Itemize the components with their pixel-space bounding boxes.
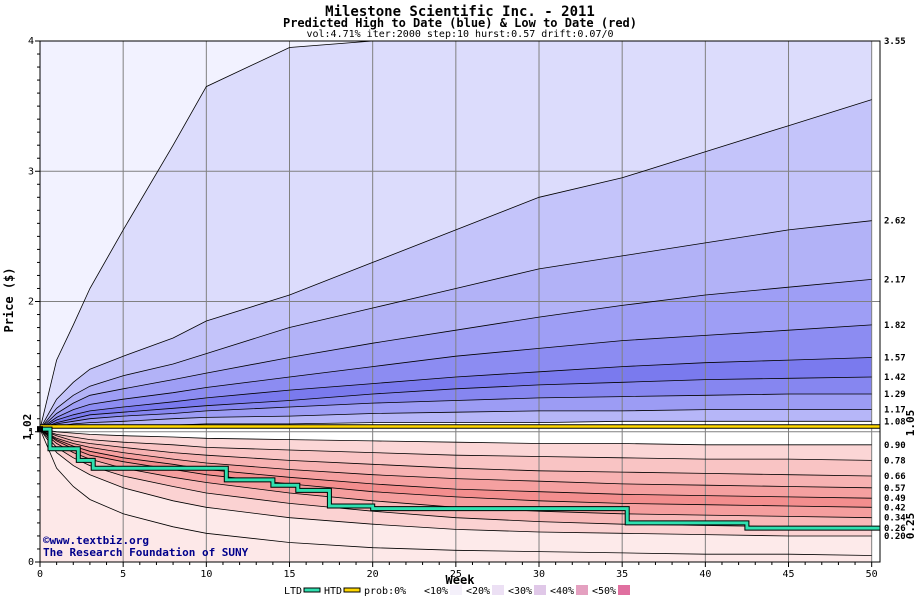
legend-swatch	[492, 585, 504, 595]
high-boundary-line	[40, 220, 872, 430]
high-band	[40, 377, 872, 430]
low-boundary-line	[40, 428, 872, 477]
htd-ltd-lines	[37, 424, 880, 531]
high-end-value-label: 1.42	[884, 373, 906, 383]
high-boundary-line	[40, 409, 872, 430]
low-boundary-line	[40, 428, 872, 556]
x-tick-label: 50	[866, 569, 878, 580]
y-tick-label: 0	[28, 557, 34, 568]
x-tick-label: 35	[616, 569, 628, 580]
ltd-line	[40, 427, 880, 530]
legend-label: prob:0%	[364, 586, 406, 597]
y-tick-label: 3	[28, 166, 34, 177]
legend-label: <40%	[550, 586, 574, 597]
low-end-value-label: 0.34	[884, 514, 906, 524]
y-axis-label: Price ($)	[2, 267, 16, 332]
high-band	[40, 324, 872, 430]
credit-foundation: The Research Foundation of SUNY	[43, 546, 249, 559]
high-boundary-line	[40, 279, 872, 430]
credit-website: ©www.textbiz.org	[43, 534, 149, 547]
legend-swatch	[534, 585, 546, 595]
high-boundary-line	[40, 41, 872, 430]
high-boundary-line	[40, 376, 872, 430]
x-tick-label: 0	[37, 569, 43, 580]
legend-label: <20%	[466, 586, 490, 597]
band-end-labels: 3.55 2.62 2.17 1.82 1.57 1.42 1.29 1.171.08 0.90…	[884, 37, 906, 542]
chart-params: vol:4.71% iter:2000 step:10 hurst:0.57 d…	[306, 29, 613, 40]
legend-label: <30%	[508, 586, 532, 597]
low-boundary-line	[40, 428, 872, 461]
legend-swatch	[408, 585, 420, 595]
axes	[35, 40, 881, 567]
x-tick-label: 45	[782, 569, 794, 580]
low-boundary-line	[40, 428, 872, 537]
legend-swatch	[618, 585, 630, 595]
legend: LTD HTD prob:0% <10% <20% <30% <40% <50%	[284, 585, 630, 597]
low-band	[40, 429, 872, 536]
low-end-value-label: 0.20	[884, 532, 906, 542]
low-end-value-label: 0.42	[884, 503, 906, 513]
high-end-value-label: 1.29	[884, 390, 906, 400]
start-price-label: 1.02	[21, 414, 34, 441]
y-tick-labels: 0 1 2 3 4	[28, 36, 34, 568]
legend-label: HTD	[324, 586, 342, 597]
low-band	[40, 429, 872, 556]
low-band	[40, 429, 872, 476]
x-tick-label: 5	[120, 569, 126, 580]
high-boundary-line	[40, 393, 872, 430]
x-tick-label: 25	[450, 569, 462, 580]
high-boundary-line	[40, 324, 872, 430]
y-tick-label: 1	[28, 427, 34, 438]
x-tick-label: 30	[533, 569, 545, 580]
high-band	[40, 41, 872, 430]
high-boundary-line	[40, 99, 872, 430]
high-end-value-label: 1.08	[884, 417, 906, 427]
low-end-value-label: 0.57	[884, 484, 906, 494]
x-tick-label: 10	[200, 569, 212, 580]
y-tick-label: 4	[28, 36, 34, 47]
high-boundary-line	[40, 357, 872, 430]
high-end-value-label: 1.57	[884, 354, 906, 364]
legend-swatch	[343, 587, 361, 593]
low-end-label: 0.25	[904, 513, 917, 540]
low-end-value-label: 0.49	[884, 494, 906, 504]
low-end-value-label: 0.78	[884, 456, 906, 466]
high-end-value-label: 2.62	[884, 217, 906, 227]
high-band	[40, 357, 872, 430]
y-tick-label: 2	[28, 297, 34, 308]
low-boundary-line	[40, 428, 872, 446]
legend-label: LTD	[284, 586, 302, 597]
x-tick-label: 20	[367, 569, 379, 580]
x-axis-label: Week	[446, 573, 476, 587]
legend-swatch	[450, 585, 462, 595]
legend-label: <10%	[424, 586, 448, 597]
high-end-value-label: 3.55	[884, 37, 906, 47]
high-end-value-label: 1.82	[884, 321, 906, 331]
x-tick-label: 40	[699, 569, 711, 580]
chart-subtitle: Predicted High to Date (blue) & Low to D…	[283, 16, 637, 30]
high-end-value-label: 1.17	[884, 406, 906, 416]
chart-title: Milestone Scientific Inc. - 2011	[325, 4, 595, 20]
x-tick-label: 15	[283, 569, 295, 580]
low-boundary-line	[40, 428, 872, 489]
high-end-value-label: 2.17	[884, 275, 906, 285]
low-end-value-label: 0.90	[884, 441, 906, 451]
low-end-value-label: 0.66	[884, 472, 906, 482]
current-price-label: 1.05	[904, 410, 917, 437]
legend-label: <50%	[592, 586, 616, 597]
legend-swatch	[576, 585, 588, 595]
low-end-value-label: 0.26	[884, 524, 906, 534]
x-tick-labels: 0 5 10 15 20 25 30 35 40 45 50	[37, 569, 878, 580]
legend-swatch	[303, 587, 321, 593]
